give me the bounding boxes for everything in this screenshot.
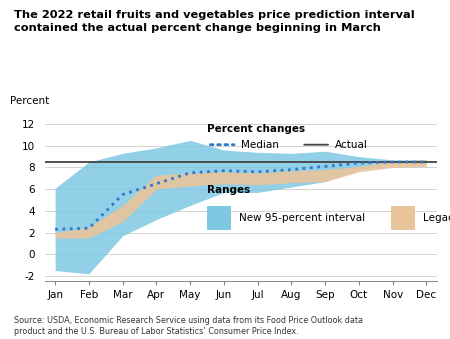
Text: Percent changes: Percent changes <box>207 123 306 134</box>
FancyBboxPatch shape <box>392 206 415 230</box>
Text: Actual: Actual <box>335 140 368 150</box>
Text: New 95-percent interval: New 95-percent interval <box>239 213 365 223</box>
Text: Legacy range: Legacy range <box>423 213 450 223</box>
Text: Ranges: Ranges <box>207 185 251 195</box>
Text: Source: USDA, Economic Research Service using data from its Food Price Outlook d: Source: USDA, Economic Research Service … <box>14 316 363 336</box>
Text: Percent: Percent <box>10 96 49 106</box>
FancyBboxPatch shape <box>207 206 231 230</box>
Text: Median: Median <box>241 140 279 150</box>
Text: The 2022 retail fruits and vegetables price prediction interval
contained the ac: The 2022 retail fruits and vegetables pr… <box>14 10 414 33</box>
